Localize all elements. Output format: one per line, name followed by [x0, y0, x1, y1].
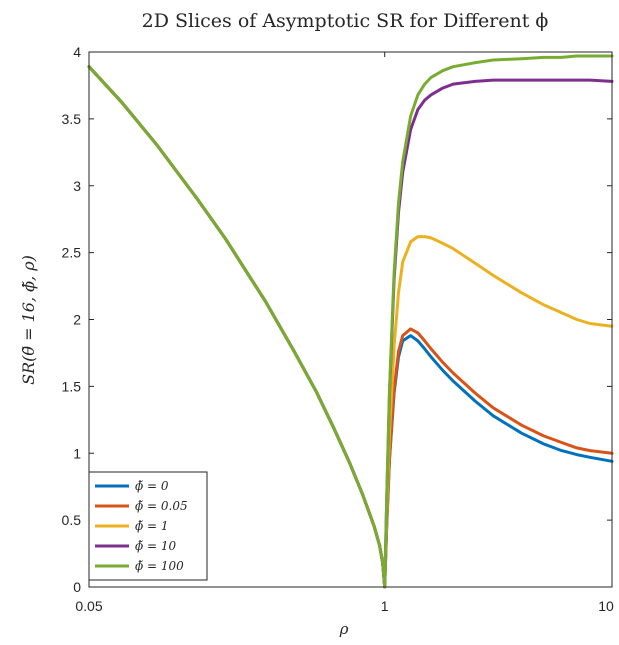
x-tick-label: 10	[598, 598, 614, 614]
x-tick-label: 1	[381, 598, 389, 614]
plot-area-frame	[88, 51, 613, 588]
legend-label: ϕ̃ = 10	[135, 539, 176, 553]
y-tick-label: 1	[73, 445, 81, 461]
y-tick-label: 0.5	[62, 512, 82, 528]
y-axis-label: SR(θ̃ = 16, ϕ̃, ρ)	[19, 255, 38, 385]
y-tick-label: 2	[73, 312, 81, 328]
legend-label: ϕ̃ = 0.05	[135, 499, 188, 513]
axis-ticks: 0 0.5 1 1.5 2 2.5 3 3.5 4 0.05 1 10	[62, 44, 614, 614]
x-tick-label: 0.05	[75, 598, 102, 614]
y-tick-label: 0	[73, 579, 81, 595]
x-axis-label: ρ	[339, 620, 349, 638]
series-lines	[87, 54, 614, 589]
y-tick-label: 1.5	[62, 378, 82, 394]
legend-label: ϕ̃ = 0	[135, 479, 169, 493]
chart-title: 2D Slices of Asymptotic SR for Different…	[142, 10, 549, 32]
y-tick-label: 3	[73, 178, 81, 194]
y-tick-label: 2.5	[62, 245, 82, 261]
legend-label: ϕ̃ = 100	[135, 559, 184, 573]
series-line	[87, 54, 614, 589]
legend-label: ϕ̃ = 1	[135, 519, 169, 533]
y-tick-label: 4	[73, 44, 81, 60]
y-tick-label: 3.5	[62, 111, 82, 127]
legend: ϕ̃ = 0 ϕ̃ = 0.05 ϕ̃ = 1 ϕ̃ = 10 ϕ̃ = 100	[88, 471, 208, 581]
